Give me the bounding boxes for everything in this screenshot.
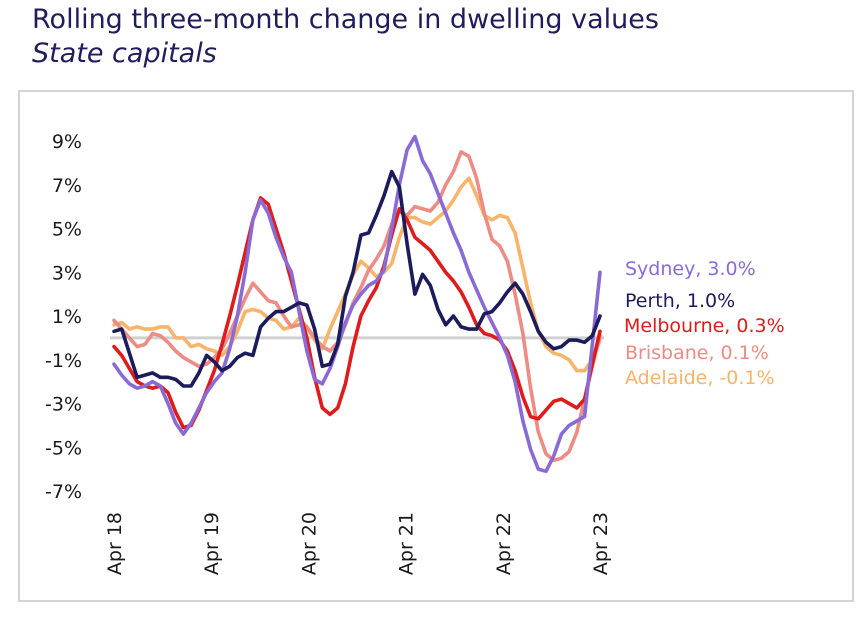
legend-label-sydney: Sydney, 3.0% bbox=[625, 258, 756, 280]
x-tick-label: Apr 22 bbox=[493, 512, 515, 575]
legend: Sydney, 3.0% Perth, 1.0% Melbourne, 0.3% Br… bbox=[624, 258, 785, 389]
legend-label-perth: Perth, 1.0% bbox=[625, 290, 735, 312]
y-tick-label: 5% bbox=[52, 219, 82, 241]
x-tick-label: Apr 21 bbox=[396, 512, 418, 575]
series-line-adelaide bbox=[112, 176, 602, 373]
y-tick-label: 1% bbox=[52, 306, 82, 328]
legend-label-melbourne: Melbourne, 0.3% bbox=[624, 315, 785, 337]
y-tick-label: 9% bbox=[52, 131, 82, 153]
x-tick-label: Apr 18 bbox=[104, 512, 126, 575]
chart-subtitle: State capitals bbox=[32, 38, 217, 69]
x-tick-label: Apr 19 bbox=[201, 512, 223, 575]
x-tick-label: Apr 20 bbox=[298, 512, 320, 575]
legend-label-adelaide: Adelaide, -0.1% bbox=[625, 367, 775, 389]
chart-frame bbox=[18, 90, 854, 602]
y-tick-label: -3% bbox=[45, 394, 82, 416]
x-axis: Apr 18 Apr 19 Apr 20 Apr 21 Apr 22 Apr 23 bbox=[104, 512, 612, 575]
legend-label-brisbane: Brisbane, 0.1% bbox=[625, 342, 769, 364]
x-tick-label: Apr 23 bbox=[590, 512, 612, 575]
y-axis: 9% 7% 5% 3% 1% -1% -3% -5% -7% bbox=[45, 131, 82, 503]
y-tick-label: -1% bbox=[45, 350, 82, 372]
series-line-brisbane bbox=[112, 150, 602, 463]
series-line-perth bbox=[112, 169, 602, 388]
y-tick-label: -7% bbox=[45, 481, 82, 503]
series-lines bbox=[112, 134, 602, 474]
series-line-melbourne bbox=[112, 196, 602, 430]
series-line-sydney bbox=[112, 134, 602, 474]
y-tick-label: -5% bbox=[45, 437, 82, 459]
y-tick-label: 7% bbox=[52, 175, 82, 197]
chart-title: Rolling three-month change in dwelling v… bbox=[32, 4, 659, 35]
y-tick-label: 3% bbox=[52, 262, 82, 284]
